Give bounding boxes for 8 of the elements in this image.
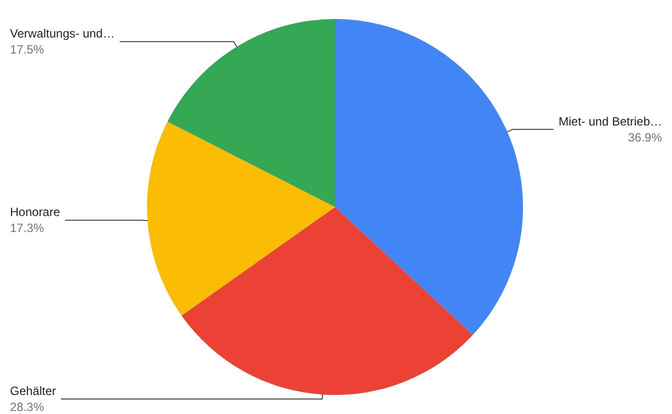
slice-label: Miet- und Betrieb… <box>558 114 662 128</box>
data-label: 36.9% <box>628 130 662 144</box>
slice-label: Honorare <box>10 205 60 220</box>
slice-label: Gehälter <box>10 384 56 398</box>
data-label: 17.3% <box>10 221 44 236</box>
data-label: 28.3% <box>10 400 44 414</box>
slice-label: Verwaltungs- und… <box>10 26 115 41</box>
data-label: 17.5% <box>10 42 44 57</box>
